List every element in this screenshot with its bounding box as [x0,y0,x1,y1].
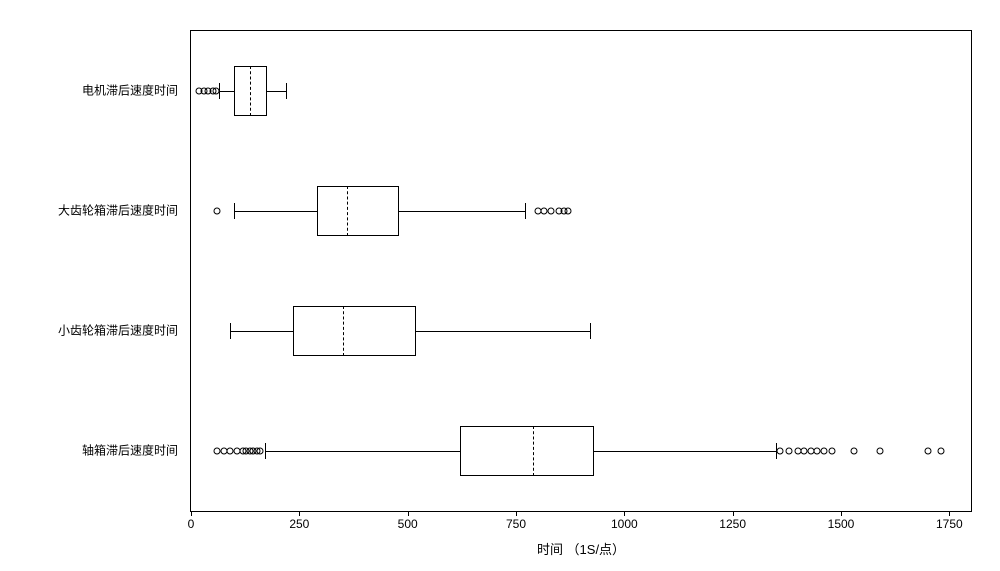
outlier [877,448,884,455]
outlier [851,448,858,455]
outlier [214,208,221,215]
y-category-label: 大齿轮箱滞后速度时间 [20,202,178,219]
whisker-cap [286,83,287,99]
x-tick [733,511,734,516]
median [343,306,344,356]
median [533,426,534,476]
box [317,186,399,236]
x-tick [624,511,625,516]
outlier [777,448,784,455]
whisker-cap [265,443,266,459]
box [460,426,594,476]
plot-area: 时间 （1S/点） 02505007501000125015001750 [190,30,972,512]
x-tick [841,511,842,516]
y-category-label: 小齿轮箱滞后速度时间 [20,322,178,339]
whisker-high [399,211,525,212]
x-tick [408,511,409,516]
x-tick-label: 1500 [828,517,855,531]
outlier [547,208,554,215]
x-tick-label: 1250 [719,517,746,531]
y-category-label: 电机滞后速度时间 [20,82,178,99]
outlier [829,448,836,455]
outlier [565,208,572,215]
x-tick [949,511,950,516]
outlier [924,448,931,455]
x-tick-label: 750 [506,517,526,531]
whisker-cap [525,203,526,219]
whisker-high [267,91,287,92]
outlier [257,448,264,455]
whisker-low [234,211,316,212]
outlier [786,448,793,455]
outlier [213,88,220,95]
x-tick-label: 1750 [936,517,963,531]
x-tick [299,511,300,516]
boxplot-chart: 时间 （1S/点） 02505007501000125015001750 电机滞… [20,20,980,551]
x-tick [516,511,517,516]
box [234,66,267,116]
whisker-low [219,91,234,92]
y-category-label: 轴箱滞后速度时间 [20,442,178,459]
x-tick [191,511,192,516]
whisker-cap [590,323,591,339]
whisker-cap [234,203,235,219]
outlier [820,448,827,455]
x-tick-label: 1000 [611,517,638,531]
whisker-low [230,331,293,332]
whisker-low [265,451,460,452]
whisker-cap [230,323,231,339]
outlier [937,448,944,455]
x-tick-label: 500 [398,517,418,531]
box [293,306,417,356]
median [250,66,251,116]
x-tick-label: 0 [188,517,195,531]
x-tick-label: 250 [289,517,309,531]
whisker-high [416,331,589,332]
whisker-high [594,451,776,452]
x-axis-title: 时间 （1S/点） [537,539,625,558]
median [347,186,348,236]
